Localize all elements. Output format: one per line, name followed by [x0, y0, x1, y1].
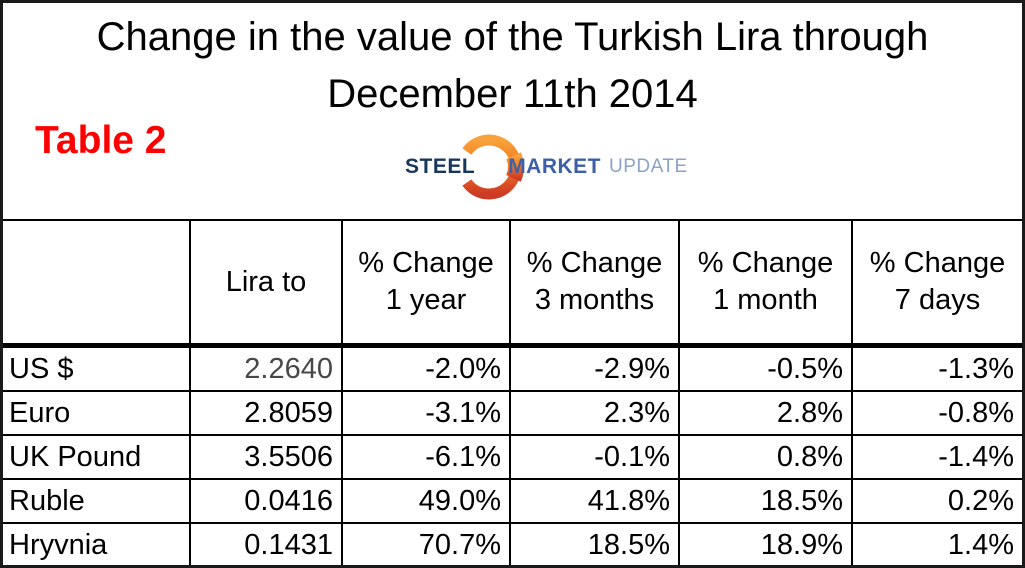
- title-line-1: Change in the value of the Turkish Lira …: [96, 15, 929, 59]
- steel-market-update-logo: STEEL MARKET UPDATE: [405, 127, 687, 207]
- cell-change-1-year: -3.1%: [341, 390, 511, 436]
- cell-change-1-month: 18.5%: [678, 478, 853, 524]
- table-row-euro: Euro 2.8059 -3.1% 2.3% 2.8% -0.8%: [3, 390, 1022, 436]
- header-row: Lira to % Change 1 year % Change 3 month…: [3, 219, 1022, 348]
- table-label: Table 2: [35, 119, 167, 162]
- table-header: Lira to % Change 1 year % Change 3 month…: [3, 219, 1022, 348]
- col-header-change-1-month: % Change 1 month: [678, 219, 853, 348]
- logo-steel-text: STEEL: [405, 155, 476, 178]
- cell-change-1-month: 0.8%: [678, 434, 853, 480]
- cell-lira-to: 0.1431: [189, 522, 343, 565]
- cell-change-3-months: 2.3%: [509, 390, 680, 436]
- figure-title: Change in the value of the Turkish Lira …: [3, 3, 1022, 123]
- cell-change-3-months: -0.1%: [509, 434, 680, 480]
- table-row-ruble: Ruble 0.0416 49.0% 41.8% 18.5% 0.2%: [3, 478, 1022, 524]
- cell-currency: US $: [3, 344, 191, 392]
- cell-change-3-months: 18.5%: [509, 522, 680, 565]
- logo-text: STEEL MARKET UPDATE: [405, 127, 687, 207]
- cell-lira-to: 2.2640: [189, 344, 343, 392]
- cell-currency: Hryvnia: [3, 522, 191, 565]
- cell-change-3-months: 41.8%: [509, 478, 680, 524]
- cell-lira-to: 0.0416: [189, 478, 343, 524]
- cell-change-7-days: -1.3%: [851, 344, 1022, 392]
- table-row-uk-pound: UK Pound 3.5506 -6.1% -0.1% 0.8% -1.4%: [3, 434, 1022, 480]
- cell-change-3-months: -2.9%: [509, 344, 680, 392]
- col-header-currency: [3, 219, 191, 348]
- col-header-lira-to: Lira to: [189, 219, 343, 348]
- title-block: Change in the value of the Turkish Lira …: [3, 3, 1022, 219]
- cell-change-1-year: -2.0%: [341, 344, 511, 392]
- table-row-hryvnia: Hryvnia 0.1431 70.7% 18.5% 18.9% 1.4%: [3, 522, 1022, 565]
- cell-change-7-days: 0.2%: [851, 478, 1022, 524]
- table-body: US $ 2.2640 -2.0% -2.9% -0.5% -1.3% Euro…: [3, 344, 1022, 565]
- cell-currency: Ruble: [3, 478, 191, 524]
- cell-currency: Euro: [3, 390, 191, 436]
- cell-lira-to: 2.8059: [189, 390, 343, 436]
- cell-change-1-year: -6.1%: [341, 434, 511, 480]
- crescent-icon: [462, 134, 525, 200]
- table-row-us-dollar: US $ 2.2640 -2.0% -2.9% -0.5% -1.3%: [3, 344, 1022, 392]
- col-header-change-1-year: % Change 1 year: [341, 219, 511, 348]
- col-header-change-3-months: % Change 3 months: [509, 219, 680, 348]
- col-header-change-7-days: % Change 7 days: [851, 219, 1022, 348]
- logo-market-text: MARKET: [508, 155, 602, 178]
- cell-change-7-days: 1.4%: [851, 522, 1022, 565]
- cell-change-1-month: 2.8%: [678, 390, 853, 436]
- title-line-2: December 11th 2014: [327, 72, 698, 116]
- cell-currency: UK Pound: [3, 434, 191, 480]
- cell-lira-to: 3.5506: [189, 434, 343, 480]
- cell-change-1-month: -0.5%: [678, 344, 853, 392]
- cell-change-1-month: 18.9%: [678, 522, 853, 565]
- cell-change-1-year: 49.0%: [341, 478, 511, 524]
- logo-update-text: UPDATE: [609, 156, 688, 177]
- cell-change-7-days: -1.4%: [851, 434, 1022, 480]
- currency-change-table: Lira to % Change 1 year % Change 3 month…: [3, 219, 1022, 565]
- cell-change-7-days: -0.8%: [851, 390, 1022, 436]
- cell-change-1-year: 70.7%: [341, 522, 511, 565]
